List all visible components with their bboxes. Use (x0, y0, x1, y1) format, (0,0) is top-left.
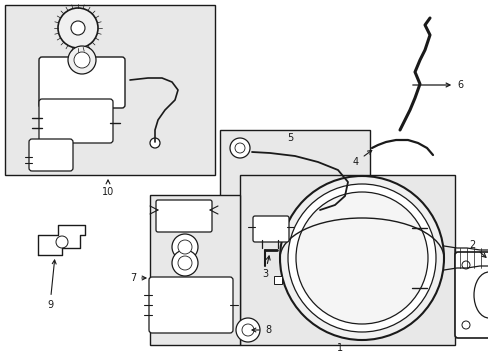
Bar (5, 5, 215, 175)
Bar (240, 175, 454, 345)
Bar (150, 195, 240, 345)
Text: 6: 6 (412, 80, 462, 90)
Circle shape (229, 138, 249, 158)
FancyBboxPatch shape (149, 277, 232, 333)
Text: 9: 9 (47, 260, 56, 310)
Text: 10: 10 (102, 180, 114, 197)
Circle shape (461, 321, 469, 329)
Circle shape (295, 192, 427, 324)
Circle shape (56, 236, 68, 248)
FancyBboxPatch shape (39, 57, 125, 108)
Circle shape (172, 234, 198, 260)
Bar (273, 232, 282, 240)
Circle shape (58, 8, 98, 48)
Circle shape (235, 143, 244, 153)
Text: 4: 4 (352, 150, 371, 167)
Circle shape (172, 250, 198, 276)
FancyBboxPatch shape (252, 216, 288, 242)
Circle shape (280, 176, 443, 340)
Circle shape (236, 318, 260, 342)
FancyBboxPatch shape (39, 99, 113, 143)
Circle shape (287, 184, 435, 332)
Text: 7: 7 (130, 273, 146, 283)
Circle shape (68, 46, 96, 74)
Text: 2: 2 (468, 240, 485, 257)
Circle shape (242, 324, 253, 336)
Circle shape (74, 52, 90, 68)
FancyBboxPatch shape (454, 252, 488, 338)
Text: 1: 1 (336, 343, 343, 353)
Ellipse shape (473, 272, 488, 318)
Text: 5: 5 (286, 133, 292, 143)
Bar (220, 130, 369, 220)
Text: 8: 8 (251, 325, 270, 335)
Bar (273, 276, 282, 284)
Circle shape (178, 240, 192, 254)
Circle shape (178, 256, 192, 270)
Text: 3: 3 (262, 256, 269, 279)
Circle shape (150, 138, 160, 148)
Circle shape (461, 261, 469, 269)
Circle shape (71, 21, 85, 35)
FancyBboxPatch shape (156, 200, 212, 232)
FancyBboxPatch shape (29, 139, 73, 171)
